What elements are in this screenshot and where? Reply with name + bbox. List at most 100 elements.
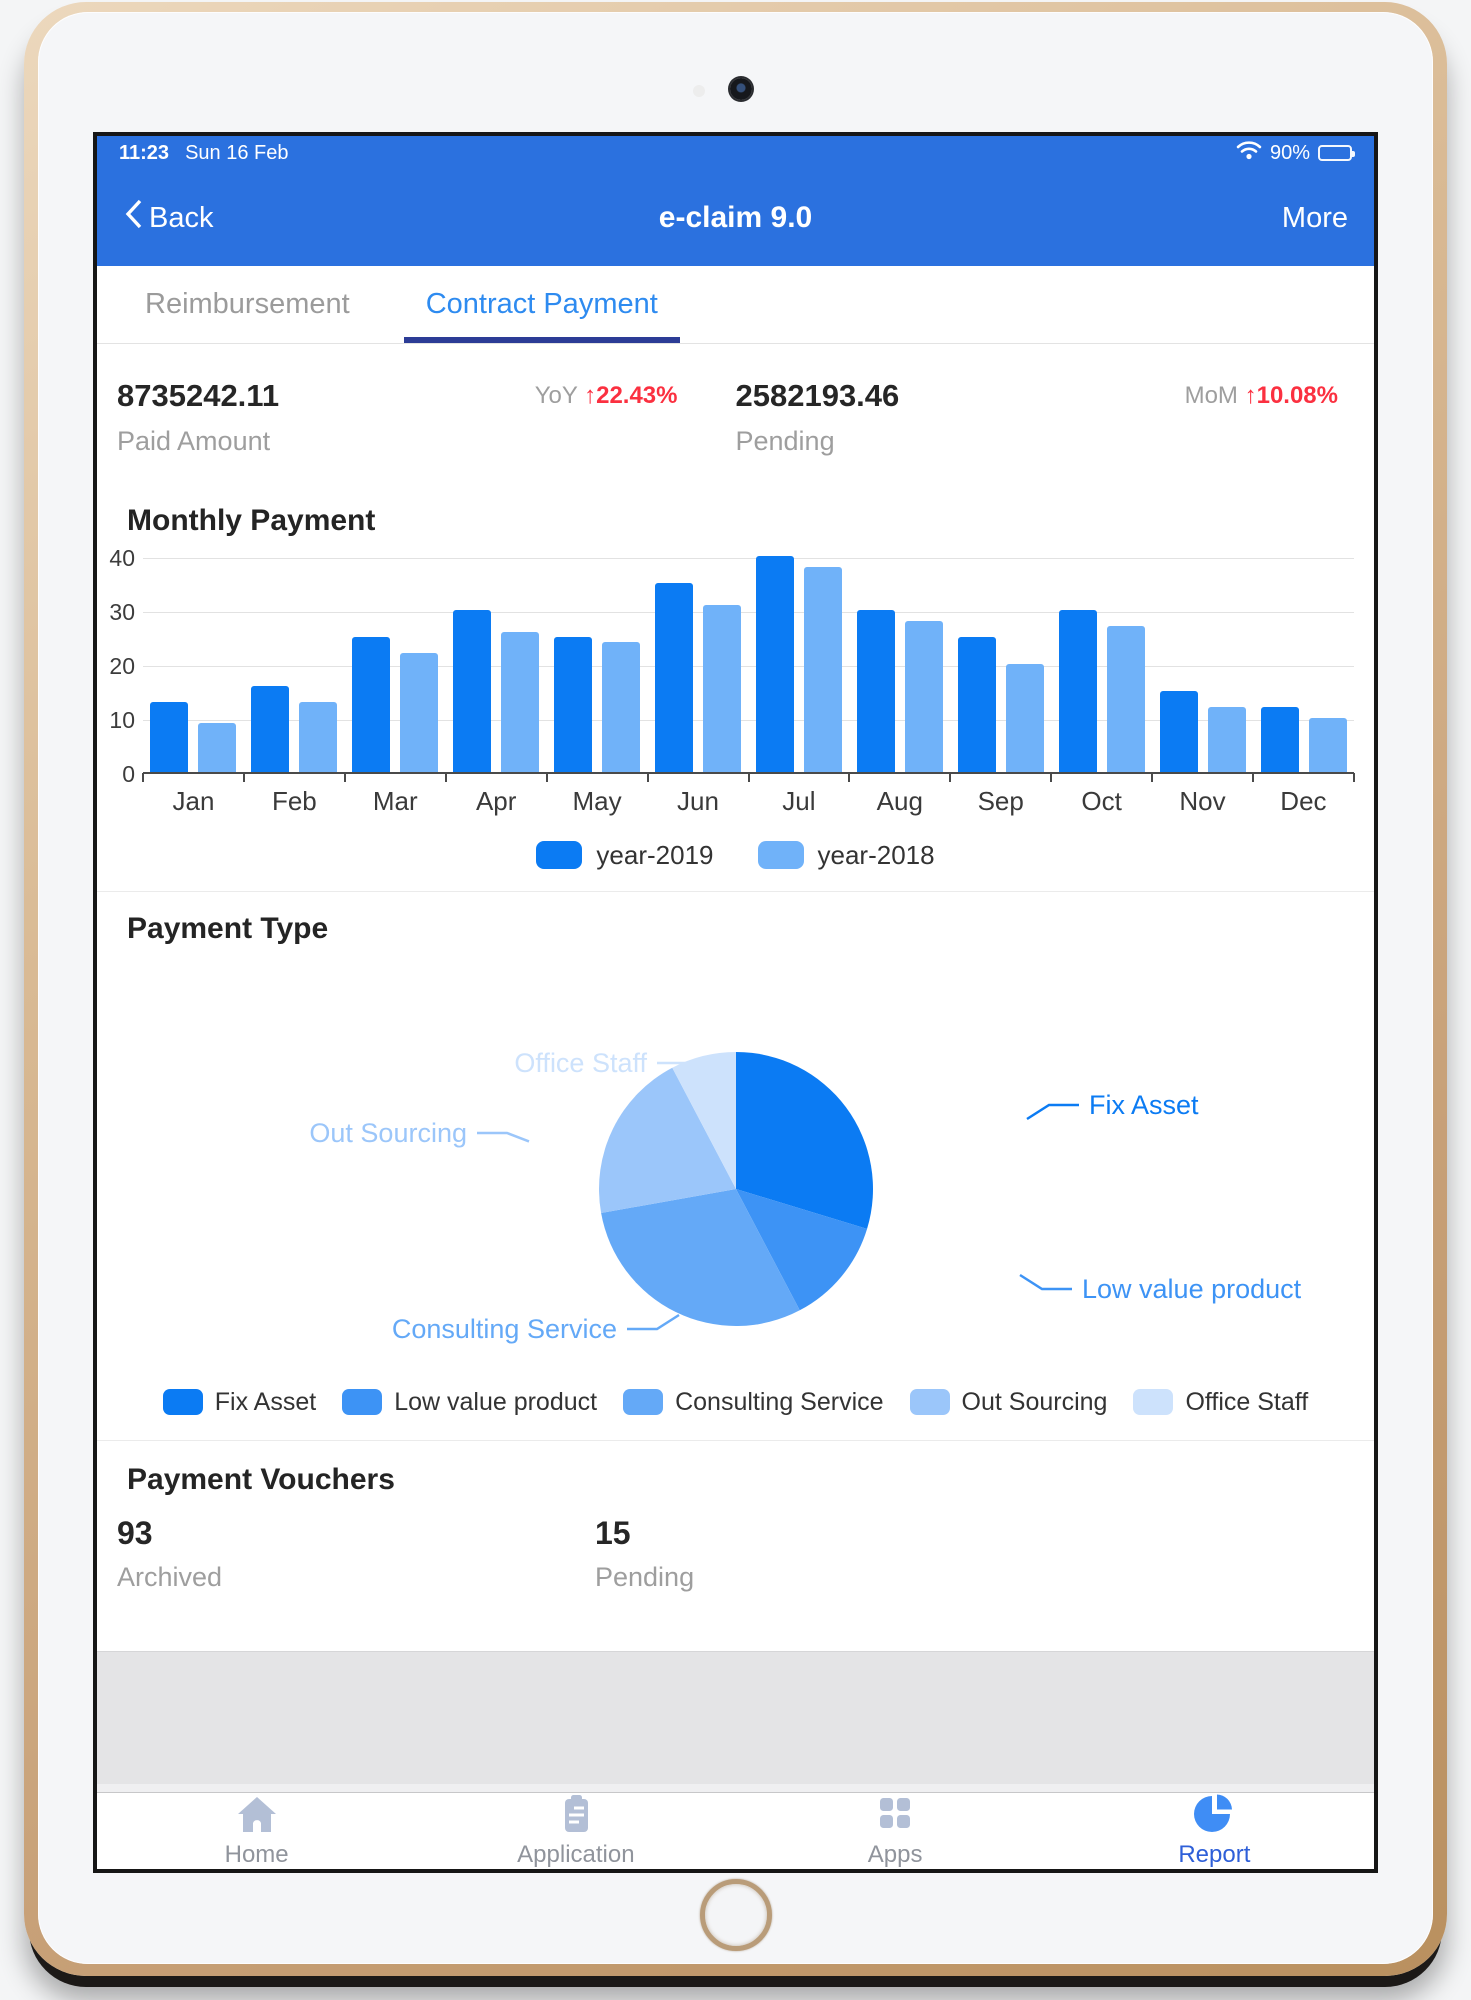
bar-year-2019-feb[interactable] — [251, 685, 290, 772]
back-button[interactable]: Back — [123, 197, 213, 239]
legend-item-year-2019[interactable]: year-2019 — [536, 840, 714, 871]
mom-delta: MoM ↑10.08% — [1184, 382, 1338, 409]
pie-chart-legend: Fix Asset Low value product Consulting Ser… — [97, 1380, 1374, 1424]
bar-group-apr — [446, 556, 547, 772]
tabbar-item-apps[interactable]: Apps — [736, 1793, 1055, 1869]
bar-year-2018-nov[interactable] — [1207, 707, 1246, 772]
x-tick — [444, 773, 447, 782]
bar-year-2018-may[interactable] — [602, 642, 641, 772]
tabbar-item-report[interactable]: Report — [1055, 1793, 1374, 1869]
bar-year-2019-oct[interactable] — [1058, 610, 1097, 772]
pie-legend-item-office-staff[interactable]: Office Staff — [1133, 1388, 1308, 1417]
tabbar-item-application[interactable]: Application — [416, 1793, 735, 1869]
pending-value: 2582193.46 — [735, 378, 900, 413]
app-screen: 11:23 Sun 16 Feb 90% — [93, 132, 1378, 1873]
ipad-front-face: 11:23 Sun 16 Feb 90% — [38, 12, 1433, 1964]
pie-slice-fix-asset[interactable] — [736, 1052, 873, 1229]
navigation-bar: e-claim 9.0 Back More — [97, 170, 1374, 266]
yoy-delta: YoY ↑22.43% — [534, 382, 678, 409]
bar-year-2018-aug[interactable] — [904, 620, 943, 772]
x-tick-label: Jun — [677, 786, 719, 816]
bar-year-2018-sep[interactable] — [1005, 664, 1044, 772]
y-tick-label: 10 — [109, 707, 135, 733]
monthly-payment-chart: Monthly Payment 0 10 20 30 40 Jan Feb Mar Apr Ma… — [97, 500, 1374, 875]
pie-legend-item-fix-asset[interactable]: Fix Asset — [162, 1387, 317, 1417]
bar-group-may — [547, 556, 648, 772]
bar-year-2019-may[interactable] — [554, 637, 593, 772]
bar-year-2019-nov[interactable] — [1159, 691, 1198, 772]
x-tick-label: Apr — [475, 786, 517, 816]
pie-callout-line — [627, 1313, 680, 1331]
pie-slice-consulting-service[interactable] — [601, 1189, 800, 1326]
y-tick-label: 30 — [109, 599, 135, 625]
bar-year-2018-jun[interactable] — [703, 604, 742, 772]
bar-group-feb — [244, 556, 345, 772]
x-tick — [1050, 773, 1053, 782]
stat-paid-amount: 8735242.11 Paid Amount YoY ↑22.43% — [117, 378, 736, 500]
bar-group-jun — [648, 556, 749, 772]
x-tick — [142, 773, 144, 782]
paid-amount-value: 8735242.11 — [117, 378, 280, 413]
bar-year-2019-sep[interactable] — [957, 637, 996, 772]
status-time: 11:23 — [119, 141, 170, 164]
bar-year-2019-jun[interactable] — [655, 583, 694, 772]
x-tick — [848, 773, 851, 782]
tab-strip: Reimbursement Contract Payment — [97, 266, 1374, 344]
bar-year-2019-dec[interactable] — [1260, 707, 1299, 772]
pie-legend-item-out-sourcing[interactable]: Out Sourcing — [909, 1388, 1107, 1417]
bar-year-2019-jul[interactable] — [755, 556, 794, 772]
pie-slice-out-sourcing[interactable] — [599, 1067, 736, 1213]
pie-slice-office-staff[interactable] — [672, 1052, 736, 1189]
gridline — [143, 666, 1354, 667]
bar-year-2019-jan[interactable] — [150, 701, 189, 772]
legend-label: Fix Asset — [214, 1387, 317, 1416]
bar-group-jan — [143, 556, 244, 772]
bar-year-2019-apr[interactable] — [453, 610, 492, 772]
bar-group-jul — [749, 556, 850, 772]
bar-year-2019-aug[interactable] — [856, 610, 895, 772]
pie-slice-low-value-product[interactable] — [736, 1189, 868, 1311]
bar-year-2018-jul[interactable] — [803, 566, 842, 772]
x-tick — [1252, 773, 1255, 782]
x-tick-label: May — [572, 786, 622, 816]
legend-swatch — [757, 841, 804, 869]
home-button[interactable] — [700, 1879, 772, 1951]
bar-year-2019-mar[interactable] — [352, 637, 391, 772]
legend-swatch — [909, 1389, 950, 1415]
home-icon — [234, 1793, 280, 1840]
paid-amount-label: Paid Amount — [117, 426, 271, 456]
payment-type-chart: Payment Type Fix Asset Low value product C… — [97, 892, 1374, 1424]
bar-year-2018-mar[interactable] — [400, 653, 439, 772]
pending-label: Pending — [595, 1562, 695, 1592]
wifi-icon — [1236, 139, 1262, 167]
tabbar-item-home[interactable]: Home — [97, 1793, 416, 1869]
bar-year-2018-feb[interactable] — [299, 701, 338, 772]
pie-legend-item-low-value-product[interactable]: Low value product — [342, 1388, 597, 1417]
pie-callout-label: Office Staff — [514, 1048, 647, 1078]
pending-label: Pending — [735, 426, 835, 456]
legend-item-year-2018[interactable]: year-2018 — [757, 840, 935, 871]
x-tick — [949, 773, 952, 782]
archived-count: 93 — [117, 1515, 153, 1551]
bar-group-oct — [1051, 556, 1152, 772]
pie-callout-line — [1026, 1103, 1079, 1121]
bar-year-2018-oct[interactable] — [1106, 626, 1145, 772]
pie-callout-line — [1019, 1273, 1072, 1291]
bar-year-2018-dec[interactable] — [1308, 718, 1347, 772]
legend-swatch — [1133, 1389, 1174, 1415]
bar-group-mar — [345, 556, 446, 772]
x-axis-labels: Jan Feb Mar Apr May Jun Jul Aug Sep Oct Nov Dec — [143, 786, 1354, 817]
pie-plot-area: Fix Asset Low value product Consulting Ser… — [309, 1048, 1301, 1344]
battery-percent: 90% — [1269, 141, 1310, 164]
tab-contract-payment[interactable]: Contract Payment — [403, 266, 680, 343]
x-tick — [1151, 773, 1154, 782]
pie-legend-item-consulting-service[interactable]: Consulting Service — [623, 1388, 884, 1417]
x-tick-label: Sep — [977, 786, 1024, 816]
tab-reimbursement[interactable]: Reimbursement — [145, 288, 350, 320]
bottom-tab-bar: Home Application — [97, 1792, 1374, 1869]
bar-year-2018-jan[interactable] — [198, 723, 237, 772]
x-tick-label: Nov — [1179, 786, 1226, 816]
bar-chart-title: Monthly Payment — [127, 504, 376, 537]
more-button[interactable]: More — [1281, 201, 1348, 234]
bar-year-2018-apr[interactable] — [501, 631, 540, 772]
